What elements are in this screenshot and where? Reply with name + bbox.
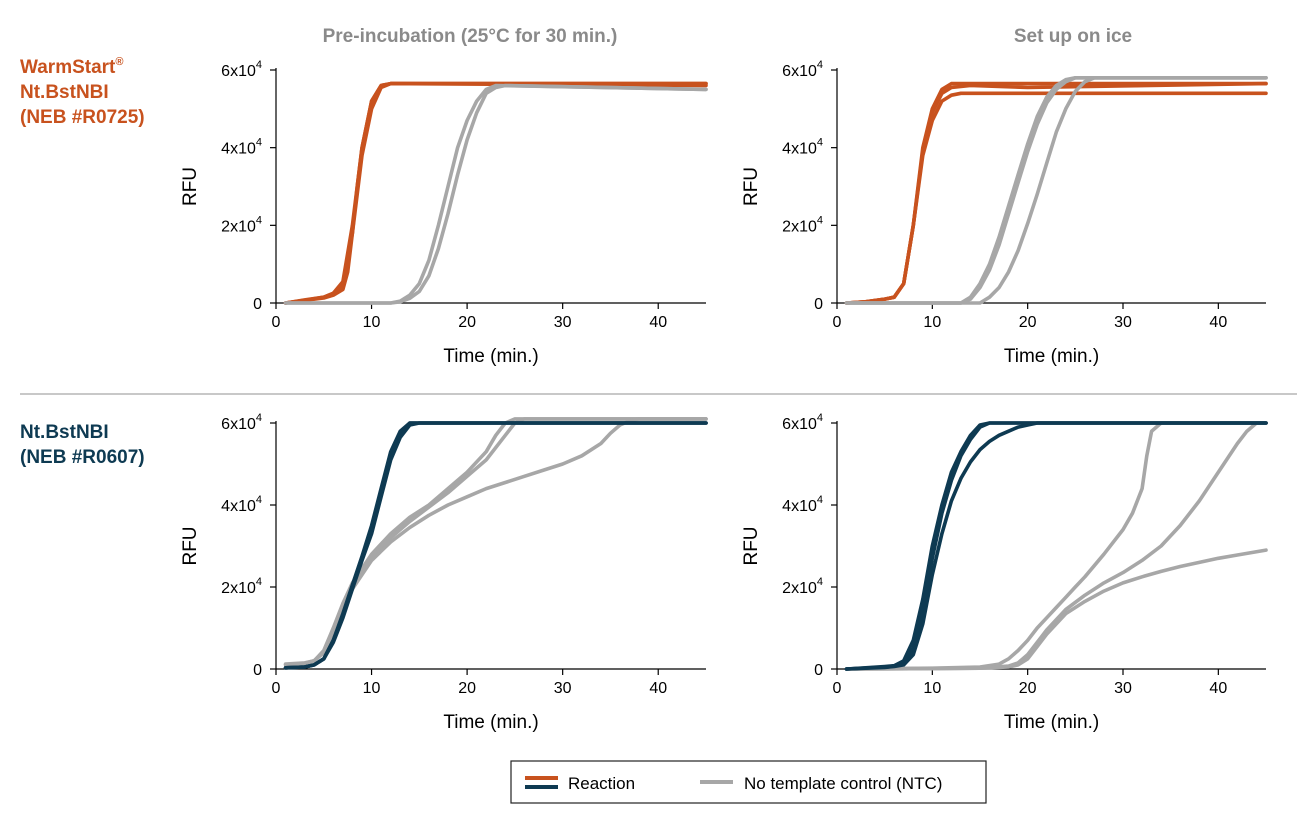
series-line-ntc: [283, 417, 708, 667]
row-label-nt-bstnbi: Nt.BstNBI (NEB #R0607): [20, 422, 145, 468]
x-axis-label: Time (min.): [1004, 712, 1099, 733]
y-tick-label: 2x104: [782, 214, 823, 235]
chart-panel-warmstart-set-up-on-ice: 0 10 20 30 40 0 2x104 4x104 6x104 Time (min.) RFU: [741, 59, 1268, 367]
y-tick-label: 6x104: [221, 412, 262, 433]
series-line-ntc: [844, 76, 1268, 305]
row-label-nt-bstnbi-line-1: Nt.BstNBI: [20, 422, 109, 443]
x-tick-label: 0: [272, 314, 281, 331]
series-line-reaction: [844, 81, 1268, 305]
series-line-ntc: [844, 76, 1268, 305]
series-line-reaction: [283, 421, 708, 670]
y-axis-label: RFU: [180, 526, 201, 565]
series-line-reaction: [283, 81, 708, 305]
row-label-warmstart-line-1: WarmStart: [20, 57, 116, 78]
x-tick-label: 30: [554, 680, 572, 697]
column-title-set-up-on-ice: Set up on ice: [1014, 26, 1132, 47]
y-tick-label: 2x104: [221, 214, 262, 235]
y-axis-label: RFU: [741, 167, 762, 206]
series-line-ntc: [844, 548, 1268, 671]
series-line-ntc: [283, 83, 708, 305]
x-tick-label: 40: [649, 680, 667, 697]
y-axis-label: RFU: [741, 526, 762, 565]
y-tick-label: 4x104: [221, 137, 262, 158]
y-tick-label: 6x104: [782, 412, 823, 433]
y-tick-label: 4x104: [221, 494, 262, 515]
y-tick-label: 4x104: [782, 494, 823, 515]
x-tick-label: 10: [923, 680, 941, 697]
series-line-ntc: [844, 421, 1268, 671]
series-line-reaction: [283, 421, 708, 670]
row-label-warmstart-line-3: (NEB #R0725): [20, 107, 145, 128]
x-tick-label: 20: [458, 680, 476, 697]
y-tick-label: 2x104: [782, 576, 823, 597]
x-tick-label: 30: [1114, 680, 1132, 697]
series-line-ntc: [283, 417, 708, 667]
legend-label-reaction: Reaction: [568, 774, 635, 793]
y-tick-label: 4x104: [782, 137, 823, 158]
legend-box: [510, 760, 987, 804]
x-tick-label: 10: [923, 314, 941, 331]
y-tick-label: 6x104: [221, 59, 262, 80]
y-tick-label: 0: [253, 662, 262, 679]
row-label-warmstart: WarmStart® Nt.BstNBI (NEB #R0725): [20, 56, 145, 128]
y-tick-label: 0: [253, 296, 262, 313]
series-line-reaction: [844, 421, 1268, 671]
chart-panel-nt-bstnbi-set-up-on-ice: 0 10 20 30 40 0 2x104 4x104 6x104 Time (min.) RFU: [741, 412, 1268, 733]
chart-panel-nt-bstnbi-pre-incubation: 0 10 20 30 40 0 2x104 4x104 6x104 Time (min.) RFU: [180, 412, 708, 733]
registered-mark: ®: [115, 56, 123, 68]
y-axis-label: RFU: [180, 167, 201, 206]
x-tick-label: 30: [554, 314, 572, 331]
column-title-pre-incubation: Pre-incubation (25°C for 30 min.): [323, 26, 618, 47]
legend: Reaction No template control (NTC): [510, 760, 987, 804]
x-tick-label: 0: [833, 314, 842, 331]
x-tick-label: 40: [1209, 680, 1227, 697]
y-tick-label: 0: [814, 296, 823, 313]
chart-panel-warmstart-pre-incubation: 0 10 20 30 40 0 2x104 4x104 6x104 Time (min.) RFU: [180, 59, 708, 367]
x-tick-label: 0: [272, 680, 281, 697]
series-line-reaction: [283, 421, 708, 670]
x-tick-label: 20: [1019, 314, 1037, 331]
y-tick-label: 2x104: [221, 576, 262, 597]
y-tick-label: 0: [814, 662, 823, 679]
row-label-warmstart-line-2: Nt.BstNBI: [20, 82, 109, 103]
x-axis-label: Time (min.): [443, 346, 538, 367]
x-tick-label: 40: [1209, 314, 1227, 331]
legend-label-ntc: No template control (NTC): [744, 774, 942, 793]
x-axis-label: Time (min.): [443, 712, 538, 733]
x-tick-label: 0: [833, 680, 842, 697]
series-line-reaction: [844, 81, 1268, 305]
x-tick-label: 10: [363, 314, 381, 331]
row-label-nt-bstnbi-line-2: (NEB #R0607): [20, 447, 145, 468]
series-line-reaction: [844, 91, 1268, 305]
svg-text:WarmStart®: WarmStart®: [20, 56, 123, 78]
y-tick-label: 6x104: [782, 59, 823, 80]
x-tick-label: 10: [363, 680, 381, 697]
x-tick-label: 20: [458, 314, 476, 331]
x-tick-label: 20: [1019, 680, 1037, 697]
series-line-reaction: [283, 81, 708, 305]
series-line-reaction: [844, 421, 1268, 671]
series-line-ntc: [283, 417, 708, 666]
x-axis-label: Time (min.): [1004, 346, 1099, 367]
x-tick-label: 30: [1114, 314, 1132, 331]
series-line-reaction: [844, 421, 1268, 671]
series-line-ntc: [844, 76, 1268, 305]
series-line-ntc: [844, 421, 1268, 671]
x-tick-label: 40: [649, 314, 667, 331]
